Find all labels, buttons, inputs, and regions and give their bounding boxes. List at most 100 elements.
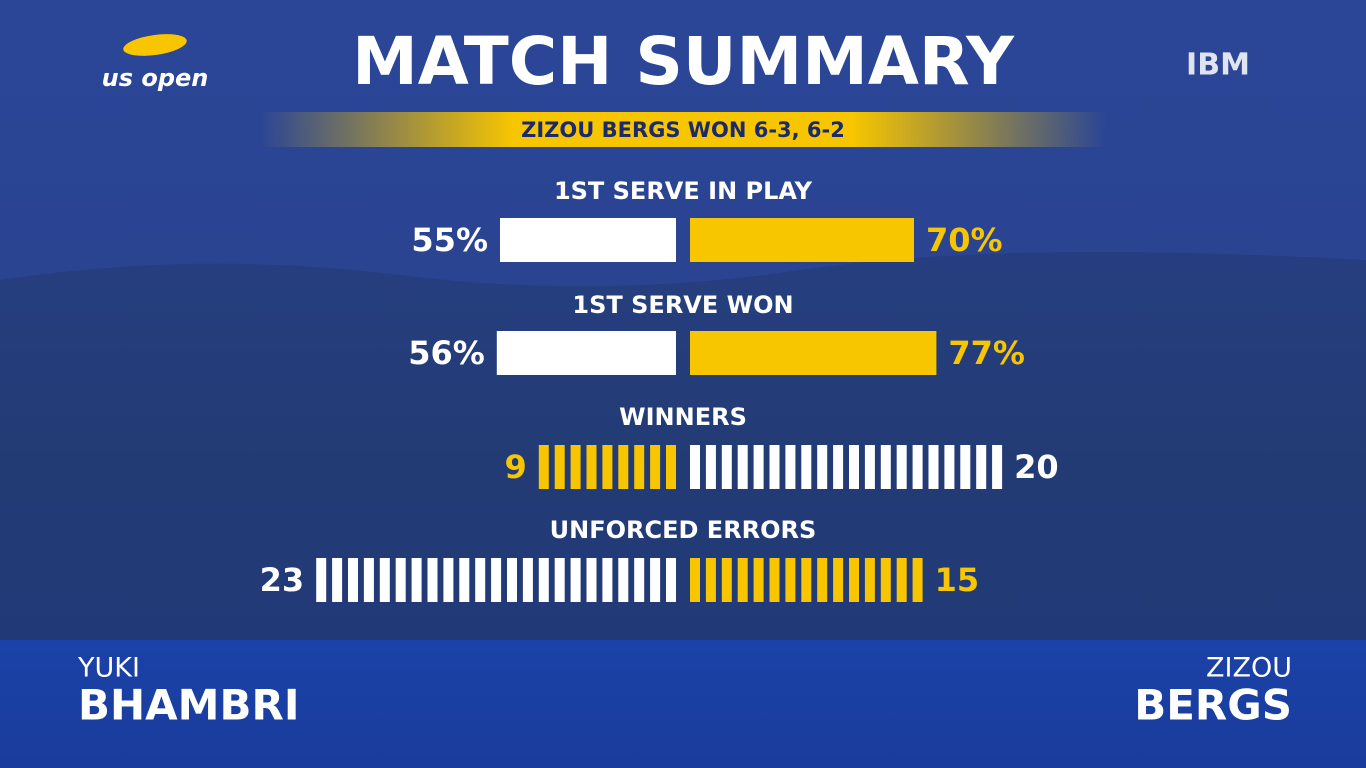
- count-stripe: [912, 445, 923, 489]
- count-stripe: [817, 445, 828, 489]
- count-stripe: [316, 558, 327, 602]
- player-first-name: YUKI: [77, 653, 140, 684]
- footer-band: [0, 640, 1366, 768]
- stat-label: 1ST SERVE IN PLAY: [554, 177, 813, 205]
- count-stripe: [554, 445, 565, 489]
- count-stripe: [570, 558, 581, 602]
- count-stripe: [880, 445, 891, 489]
- count-stripe: [753, 558, 764, 602]
- count-stripe: [833, 558, 844, 602]
- subtitle-band: [260, 112, 1106, 147]
- count-stripe: [363, 558, 374, 602]
- count-stripe: [785, 558, 796, 602]
- player-last-name: BHAMBRI: [78, 681, 299, 730]
- player-last-name: BERGS: [1134, 681, 1292, 730]
- count-stripe: [833, 445, 844, 489]
- count-stripe: [801, 558, 812, 602]
- stat-value: 77%: [948, 334, 1025, 372]
- count-stripe: [849, 445, 859, 489]
- count-stripe: [976, 445, 987, 489]
- count-stripe: [769, 558, 780, 602]
- count-stripe: [602, 445, 613, 489]
- stat-label: UNFORCED ERRORS: [550, 516, 817, 544]
- stat-value: 70%: [926, 221, 1003, 259]
- stat-bar: [500, 218, 676, 262]
- count-stripe: [538, 558, 549, 602]
- count-stripe: [554, 558, 565, 602]
- sponsor-logo: IBM: [1186, 48, 1250, 83]
- count-stripe: [443, 558, 454, 602]
- count-stripe: [634, 558, 645, 602]
- count-stripe: [618, 445, 629, 489]
- count-stripe: [475, 558, 486, 602]
- count-stripe: [737, 558, 748, 602]
- stat-count-bar: [538, 445, 676, 489]
- stat-label: 1ST SERVE WON: [572, 291, 793, 319]
- count-stripe: [650, 445, 661, 489]
- stat-bar: [496, 331, 676, 375]
- count-stripe: [395, 558, 406, 602]
- brand-logo: us open: [102, 64, 209, 92]
- count-stripe: [737, 445, 748, 489]
- count-stripe: [586, 558, 597, 602]
- count-stripe: [491, 558, 502, 602]
- scenery: [0, 252, 1366, 640]
- stat-label: WINNERS: [619, 403, 747, 431]
- count-stripe: [896, 558, 907, 602]
- stat-value: 9: [505, 448, 527, 486]
- count-stripe: [769, 445, 780, 489]
- count-stripe: [721, 445, 732, 489]
- logo-swoosh: [123, 34, 187, 56]
- count-stripe: [705, 558, 716, 602]
- title: MATCH SUMMARY: [352, 23, 1015, 100]
- count-stripe: [880, 558, 891, 602]
- count-stripe: [634, 445, 645, 489]
- count-stripe: [928, 445, 939, 489]
- stat-bar: [690, 331, 937, 375]
- count-stripe: [459, 558, 470, 602]
- count-stripe: [817, 558, 828, 602]
- count-stripe: [753, 445, 764, 489]
- count-stripe: [348, 558, 358, 602]
- subtitle: ZIZOU BERGS WON 6-3, 6-2: [521, 118, 845, 142]
- stat-count-bar: [690, 558, 923, 602]
- count-stripe: [960, 445, 971, 489]
- count-stripe: [427, 558, 438, 602]
- count-stripe: [785, 445, 796, 489]
- count-stripe: [849, 558, 859, 602]
- count-stripe: [690, 558, 700, 602]
- stat-value: 20: [1014, 448, 1059, 486]
- count-stripe: [379, 558, 390, 602]
- count-stripe: [864, 558, 875, 602]
- count-stripe: [690, 445, 700, 489]
- count-stripe: [801, 445, 812, 489]
- count-stripe: [618, 558, 629, 602]
- stat-count-bar: [316, 558, 676, 602]
- count-stripe: [522, 558, 533, 602]
- stat-value: 23: [260, 561, 305, 599]
- count-stripe: [507, 558, 517, 602]
- count-stripe: [411, 558, 422, 602]
- count-stripe: [912, 558, 923, 602]
- count-stripe: [538, 445, 549, 489]
- count-stripe: [650, 558, 661, 602]
- count-stripe: [332, 558, 343, 602]
- count-stripe: [896, 445, 907, 489]
- count-stripe: [992, 445, 1003, 489]
- stat-value: 55%: [411, 221, 488, 259]
- stat-value: 56%: [408, 334, 485, 372]
- stat-bar: [690, 218, 914, 262]
- player-first-name: ZIZOU: [1206, 653, 1292, 684]
- count-stripe: [705, 445, 716, 489]
- count-stripe: [586, 445, 597, 489]
- stat-value: 15: [935, 561, 980, 599]
- count-stripe: [864, 445, 875, 489]
- count-stripe: [666, 558, 676, 602]
- count-stripe: [602, 558, 613, 602]
- count-stripe: [666, 445, 676, 489]
- count-stripe: [570, 445, 581, 489]
- count-stripe: [944, 445, 955, 489]
- stat-count-bar: [690, 445, 1003, 489]
